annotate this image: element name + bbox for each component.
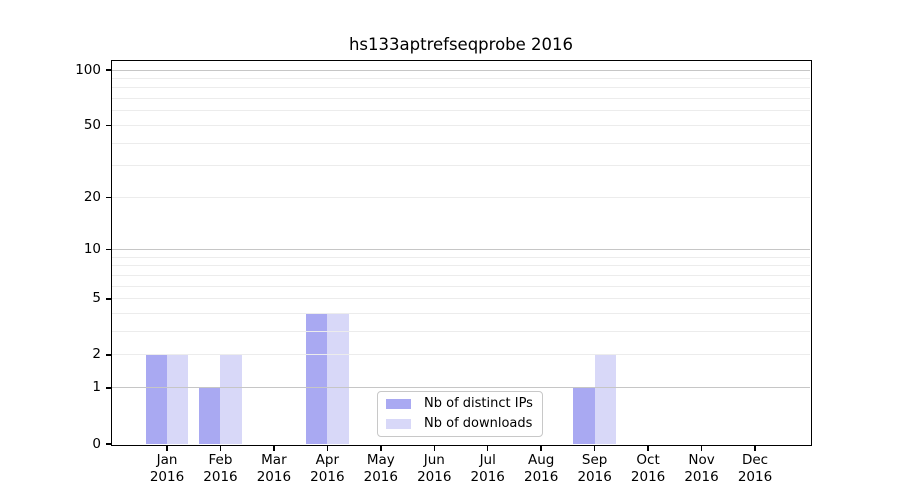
gridline-minor-6	[112, 285, 810, 287]
x-tick-mark-jun	[433, 445, 435, 451]
bar-downloads-sep	[594, 354, 617, 444]
gridline-minor-70	[112, 98, 810, 100]
y-tick-mark-5	[106, 298, 112, 300]
gridline-minor-30	[112, 165, 810, 167]
gridline-major-1	[112, 387, 810, 389]
gridline-major-10	[112, 249, 810, 251]
gridline-minor-3	[112, 331, 810, 333]
x-tick-mark-jul	[487, 445, 489, 451]
bar-downloads-apr	[327, 313, 349, 444]
x-tick-mark-apr	[326, 445, 329, 451]
legend: Nb of distinct IPs Nb of downloads	[377, 391, 543, 437]
gridline-minor-4	[112, 313, 810, 315]
bar-distinct-ips-sep	[573, 387, 595, 444]
legend-swatch-downloads	[386, 419, 411, 429]
x-tick-mark-may	[380, 445, 382, 451]
gridline-minor-9	[112, 256, 810, 258]
y-tick-mark-0	[106, 443, 112, 445]
y-tick-label-0: 0	[92, 435, 101, 452]
chart-title: hs133aptrefseqprobe 2016	[348, 35, 574, 54]
legend-item-distinct-ips: Nb of distinct IPs	[386, 396, 534, 412]
x-tick-label-oct: Oct 2016	[630, 452, 666, 485]
x-tick-label-mar: Mar 2016	[256, 452, 292, 485]
y-tick-label-50: 50	[83, 116, 101, 133]
legend-item-downloads: Nb of downloads	[386, 416, 534, 432]
x-tick-label-jun: Jun 2016	[417, 452, 452, 485]
bar-downloads-jan	[167, 354, 189, 444]
legend-label-downloads: Nb of downloads	[424, 416, 533, 431]
y-tick-mark-2	[106, 354, 112, 356]
x-tick-label-jul: Jul 2016	[470, 452, 505, 485]
x-tick-label-nov: Nov 2016	[684, 452, 719, 485]
bar-distinct-ips-jan	[145, 354, 167, 444]
bar-downloads-feb	[220, 354, 242, 444]
y-tick-mark-50	[106, 124, 112, 127]
x-tick-mark-dec	[754, 445, 756, 451]
gridline-minor-2	[112, 354, 810, 356]
x-tick-label-aug: Aug 2016	[523, 452, 559, 485]
y-tick-mark-20	[106, 196, 112, 199]
legend-swatch-distinct-ips	[386, 399, 411, 409]
gridline-major-100	[112, 69, 810, 71]
y-tick-label-2: 2	[92, 346, 101, 363]
legend-label-distinct-ips: Nb of distinct IPs	[424, 396, 533, 411]
gridline-minor-50	[112, 124, 810, 126]
x-tick-mark-mar	[273, 445, 275, 451]
gridline-minor-80	[112, 87, 810, 89]
y-tick-mark-1	[106, 387, 112, 389]
y-tick-label-1: 1	[92, 379, 101, 396]
x-tick-mark-feb	[219, 445, 222, 451]
gridline-minor-7	[112, 275, 810, 277]
x-tick-mark-aug	[540, 445, 542, 451]
y-tick-label-10: 10	[83, 241, 101, 258]
gridline-minor-40	[112, 142, 810, 144]
x-tick-mark-sep	[593, 445, 596, 451]
x-tick-label-dec: Dec 2016	[737, 452, 773, 485]
gridline-minor-90	[112, 78, 810, 80]
y-tick-label-20: 20	[83, 188, 101, 205]
bar-distinct-ips-apr	[305, 313, 328, 444]
gridline-minor-8	[112, 265, 810, 267]
x-tick-mark-nov	[700, 445, 703, 451]
gridline-minor-5	[112, 298, 810, 300]
x-tick-label-jan: Jan 2016	[149, 452, 185, 485]
gridline-minor-60	[112, 110, 810, 112]
x-tick-label-sep: Sep 2016	[577, 452, 612, 485]
x-tick-label-feb: Feb 2016	[203, 452, 238, 485]
x-tick-mark-oct	[647, 445, 649, 451]
y-tick-mark-10	[106, 249, 112, 251]
plot-area	[112, 61, 810, 444]
bar-distinct-ips-feb	[199, 387, 221, 444]
x-tick-label-may: May 2016	[363, 452, 398, 485]
x-tick-mark-jan	[166, 445, 168, 451]
x-tick-label-apr: Apr 2016	[310, 452, 345, 485]
y-tick-label-5: 5	[92, 290, 101, 307]
y-tick-mark-100	[106, 69, 112, 71]
gridline-minor-20	[112, 196, 810, 198]
y-tick-label-100: 100	[75, 61, 101, 78]
